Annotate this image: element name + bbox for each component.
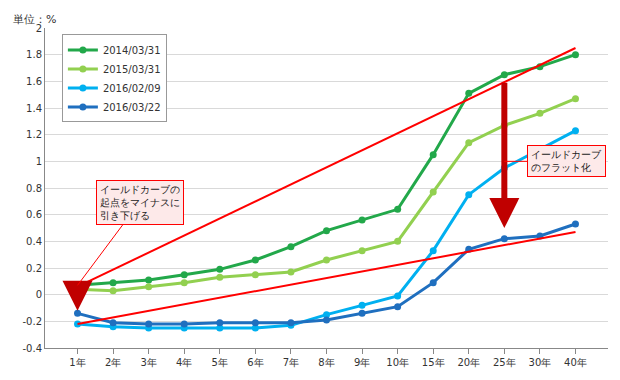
svg-text:30年: 30年 bbox=[529, 357, 552, 368]
svg-text:1.6: 1.6 bbox=[26, 76, 42, 87]
svg-text:0.2: 0.2 bbox=[26, 263, 42, 274]
svg-text:4年: 4年 bbox=[176, 357, 192, 368]
svg-text:1.8: 1.8 bbox=[26, 49, 42, 60]
svg-text:0.8: 0.8 bbox=[26, 183, 42, 194]
svg-text:25年: 25年 bbox=[493, 357, 516, 368]
svg-text:イールドカーブのフラット化: イールドカーブのフラット化 bbox=[531, 149, 602, 173]
svg-text:0.6: 0.6 bbox=[26, 209, 42, 220]
svg-text:0.4: 0.4 bbox=[26, 236, 42, 247]
svg-text:単位：%: 単位：% bbox=[13, 13, 56, 26]
svg-text:-0.4: -0.4 bbox=[22, 343, 42, 354]
svg-text:2014/03/31: 2014/03/31 bbox=[103, 45, 161, 56]
svg-text:2: 2 bbox=[36, 23, 42, 34]
svg-text:1.2: 1.2 bbox=[26, 129, 42, 140]
svg-text:2016/03/22: 2016/03/22 bbox=[103, 102, 161, 113]
svg-text:20年: 20年 bbox=[457, 357, 480, 368]
svg-text:5年: 5年 bbox=[212, 357, 228, 368]
svg-text:15年: 15年 bbox=[422, 357, 445, 368]
svg-text:10年: 10年 bbox=[386, 357, 409, 368]
svg-text:1年: 1年 bbox=[69, 357, 85, 368]
svg-text:0: 0 bbox=[36, 289, 42, 300]
svg-text:40年: 40年 bbox=[564, 357, 587, 368]
svg-text:9年: 9年 bbox=[354, 357, 370, 368]
svg-text:8年: 8年 bbox=[318, 357, 334, 368]
svg-text:1.4: 1.4 bbox=[26, 103, 42, 114]
svg-text:1: 1 bbox=[36, 156, 42, 167]
svg-text:3年: 3年 bbox=[140, 357, 156, 368]
svg-text:イールドカーブの起点をマイナスに引き下げる: イールドカーブの起点をマイナスに引き下げる bbox=[100, 184, 180, 221]
svg-text:2015/03/31: 2015/03/31 bbox=[103, 64, 161, 75]
svg-text:6年: 6年 bbox=[247, 357, 263, 368]
svg-text:7年: 7年 bbox=[283, 357, 299, 368]
svg-text:2016/02/09: 2016/02/09 bbox=[103, 83, 161, 94]
svg-text:2年: 2年 bbox=[105, 357, 121, 368]
svg-text:-0.2: -0.2 bbox=[22, 316, 42, 327]
